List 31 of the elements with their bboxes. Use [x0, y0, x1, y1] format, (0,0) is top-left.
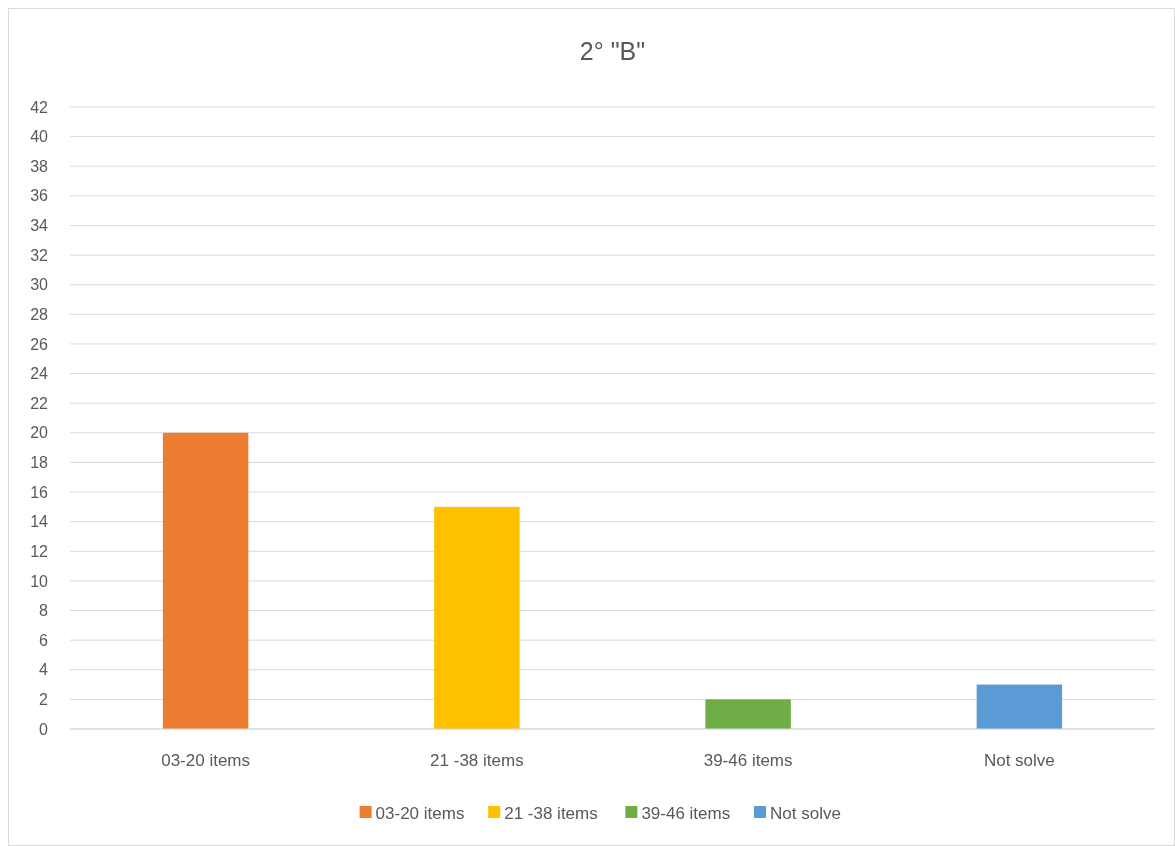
chart-title: 2° "B"	[579, 37, 646, 65]
y-tick-label: 0	[39, 720, 49, 738]
y-tick-label: 16	[30, 483, 49, 501]
x-tick-label: Not solve	[983, 751, 1055, 770]
y-tick-label: 4	[39, 661, 49, 679]
y-tick-label: 8	[39, 602, 49, 620]
y-tick-label: 34	[30, 217, 49, 235]
legend-label: 21 -38 items	[504, 803, 598, 823]
y-tick-label: 36	[30, 187, 49, 205]
y-tick-label: 14	[30, 513, 49, 531]
legend-label: 03-20 items	[375, 803, 465, 823]
legend-label: Not solve	[770, 803, 841, 823]
y-tick-label: 28	[30, 305, 49, 323]
x-tick-label: 03-20 items	[161, 751, 251, 770]
y-tick-label: 32	[30, 246, 49, 264]
y-tick-label: 6	[39, 631, 49, 649]
y-tick-label: 18	[30, 454, 49, 472]
x-tick-label: 39-46 items	[703, 751, 793, 770]
y-tick-label: 38	[30, 157, 49, 175]
y-tick-label: 20	[30, 424, 49, 442]
y-tick-label: 2	[39, 690, 49, 708]
y-tick-label: 10	[30, 572, 49, 590]
y-tick-label: 24	[30, 365, 49, 383]
y-tick-label: 22	[30, 394, 49, 412]
y-tick-label: 42	[30, 98, 49, 116]
x-tick-label: 21 -38 items	[430, 751, 524, 770]
y-tick-label: 26	[30, 335, 49, 353]
legend-label: 39-46 items	[641, 803, 731, 823]
y-tick-label: 40	[30, 128, 49, 146]
y-tick-label: 12	[30, 542, 49, 560]
y-tick-label: 30	[30, 276, 49, 294]
